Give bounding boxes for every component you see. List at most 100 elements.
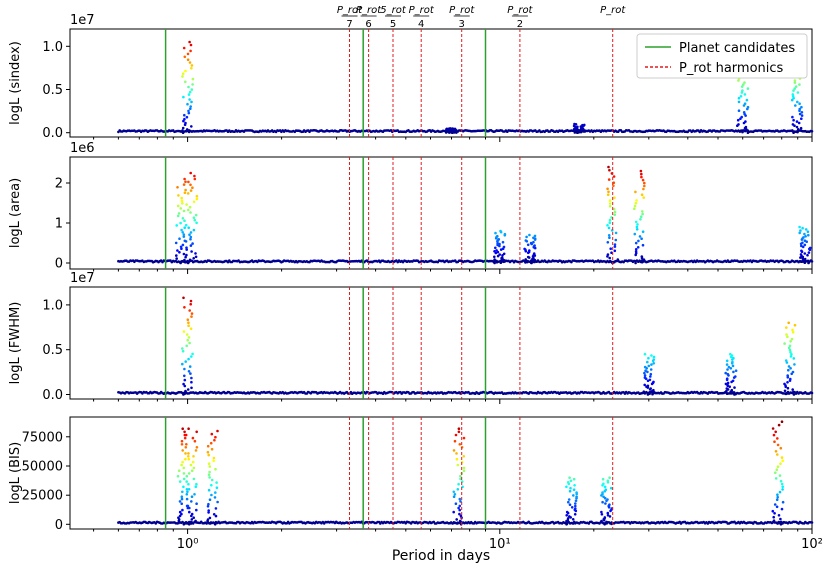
data-point <box>795 120 799 123</box>
data-point <box>187 472 191 475</box>
data-point <box>186 52 190 56</box>
panel-1: 0.0 0.5 1.0 1e7 logL (sindex) <box>8 13 814 142</box>
data-point <box>600 513 604 516</box>
data-point <box>533 244 536 247</box>
data-point <box>652 388 655 392</box>
data-point <box>183 436 187 440</box>
data-point <box>567 500 570 504</box>
data-point <box>216 500 219 504</box>
data-point <box>633 232 637 236</box>
data-point <box>725 389 728 393</box>
data-point <box>187 324 190 328</box>
data-point <box>796 91 800 94</box>
data-point <box>216 429 219 433</box>
data-point <box>456 488 460 491</box>
data-point <box>641 210 644 213</box>
data-point <box>213 496 217 499</box>
data-point <box>729 367 733 370</box>
data-point <box>187 457 191 461</box>
data-point <box>194 485 198 489</box>
data-point <box>184 69 187 73</box>
data-point <box>646 384 650 388</box>
data-point <box>640 260 644 264</box>
data-point <box>614 231 618 235</box>
data-point <box>208 498 212 502</box>
data-point <box>634 201 638 205</box>
data-point <box>178 510 182 514</box>
data-point <box>185 248 188 251</box>
data-point <box>184 240 188 243</box>
data-point <box>601 500 604 504</box>
data-point <box>180 443 184 446</box>
data-point <box>636 246 640 249</box>
harmonic-label: P_rot <box>337 5 363 16</box>
data-point <box>737 109 741 112</box>
data-point <box>187 93 191 96</box>
data-point <box>798 102 801 105</box>
data-point <box>791 370 795 374</box>
data-point <box>779 446 783 450</box>
data-point <box>633 207 636 210</box>
data-point <box>499 248 503 251</box>
data-point <box>525 235 528 239</box>
data-point <box>787 368 790 372</box>
legend-label: P_rot harmonics <box>679 61 784 76</box>
data-point <box>573 122 576 126</box>
data-point <box>452 495 456 499</box>
data-point <box>193 174 196 178</box>
data-point <box>649 375 652 378</box>
data-point <box>176 186 179 189</box>
data-point <box>779 520 782 524</box>
data-point <box>612 207 616 211</box>
data-point <box>189 171 192 175</box>
legend-box <box>636 33 808 79</box>
data-point <box>182 95 185 99</box>
data-point <box>496 234 499 238</box>
data-point <box>566 517 570 520</box>
data-point <box>607 226 611 230</box>
data-point <box>634 190 637 194</box>
data-point <box>569 486 572 490</box>
data-point <box>181 75 184 78</box>
data-point <box>532 236 535 240</box>
data-point <box>183 117 186 121</box>
data-point <box>186 318 190 322</box>
data-point <box>608 236 611 239</box>
data-point <box>190 500 193 503</box>
data-point <box>187 109 190 113</box>
data-point <box>184 223 188 227</box>
data-point <box>566 481 570 484</box>
harmonic-label: P_rot <box>449 5 475 16</box>
data-point <box>207 502 210 506</box>
data-point <box>184 521 188 524</box>
data-point <box>573 484 576 487</box>
data-point <box>789 377 792 381</box>
data-point <box>190 380 193 384</box>
data-point <box>644 369 647 373</box>
data-point <box>182 485 185 489</box>
data-point <box>181 362 184 366</box>
data-point <box>184 255 187 259</box>
data-point <box>734 375 737 378</box>
data-point <box>614 238 618 242</box>
data-point <box>192 455 195 458</box>
data-point <box>184 121 187 125</box>
data-point <box>176 474 180 478</box>
y-tick-label: 25000 <box>22 489 63 504</box>
data-point <box>185 480 188 483</box>
data-point <box>773 512 776 515</box>
data-point <box>183 261 187 264</box>
data-point <box>776 453 779 456</box>
data-point <box>206 450 210 454</box>
data-point <box>727 365 731 369</box>
data-point <box>458 504 462 508</box>
panels: 0.0 0.5 1.0 1e7 logL (sindex) 0 1 2 1e6 logL (are… <box>8 13 823 552</box>
data-point <box>210 447 214 451</box>
harmonic-label: P_rot <box>507 5 533 16</box>
data-point <box>189 327 193 331</box>
data-point <box>190 512 194 516</box>
data-point <box>533 234 537 238</box>
data-point <box>449 127 452 130</box>
